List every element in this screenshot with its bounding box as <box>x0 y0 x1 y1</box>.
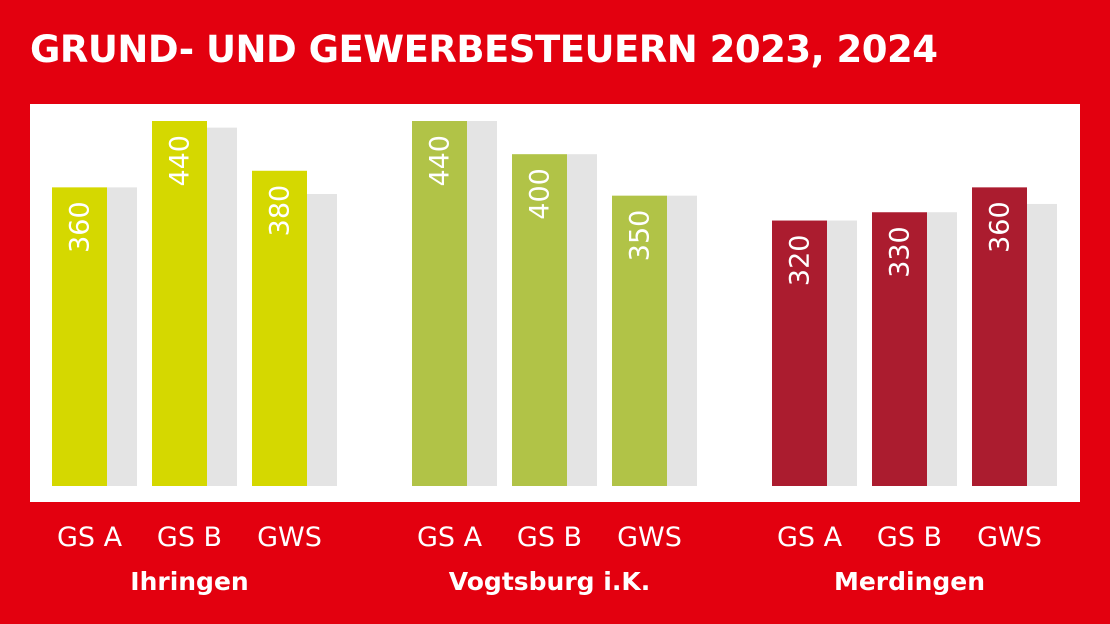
category-label: GWS <box>257 522 322 553</box>
value-label: 440 <box>425 135 456 187</box>
value-bar <box>872 212 927 486</box>
category-label: GS B <box>877 522 942 553</box>
group-label: Ihringen <box>130 567 248 596</box>
value-bar <box>512 154 567 486</box>
comparison-bar <box>827 220 857 486</box>
category-label: GWS <box>977 522 1042 553</box>
value-label: 350 <box>625 210 656 262</box>
chart-title: GRUND- UND GEWERBESTEUERN 2023, 2024 <box>30 28 938 71</box>
category-label: GS B <box>157 522 222 553</box>
category-label: GS A <box>57 522 123 553</box>
comparison-bar <box>667 195 697 486</box>
category-label: GS B <box>517 522 582 553</box>
value-bar <box>412 121 467 486</box>
value-bar <box>772 220 827 486</box>
comparison-bar <box>467 121 497 486</box>
value-label: 440 <box>165 135 196 187</box>
value-label: 360 <box>985 201 1016 253</box>
value-label: 380 <box>265 185 296 237</box>
category-label: GS A <box>777 522 843 553</box>
category-label: GWS <box>617 522 682 553</box>
comparison-bar <box>207 127 237 487</box>
value-bar <box>52 187 107 486</box>
group-label: Vogtsburg i.K. <box>449 567 650 596</box>
comparison-bar <box>307 194 337 486</box>
value-label: 360 <box>65 201 96 253</box>
value-label: 320 <box>785 235 816 287</box>
value-label: 400 <box>525 168 556 220</box>
group-label: Merdingen <box>834 567 985 596</box>
comparison-bar <box>107 187 137 486</box>
value-bar <box>252 170 307 487</box>
value-bar <box>612 195 667 486</box>
comparison-bar <box>567 154 597 486</box>
comparison-bar <box>1027 203 1057 487</box>
value-label: 330 <box>885 226 916 278</box>
comparison-bar <box>927 212 957 486</box>
value-bar <box>972 187 1027 486</box>
category-label: GS A <box>417 522 483 553</box>
value-bar <box>152 121 207 486</box>
